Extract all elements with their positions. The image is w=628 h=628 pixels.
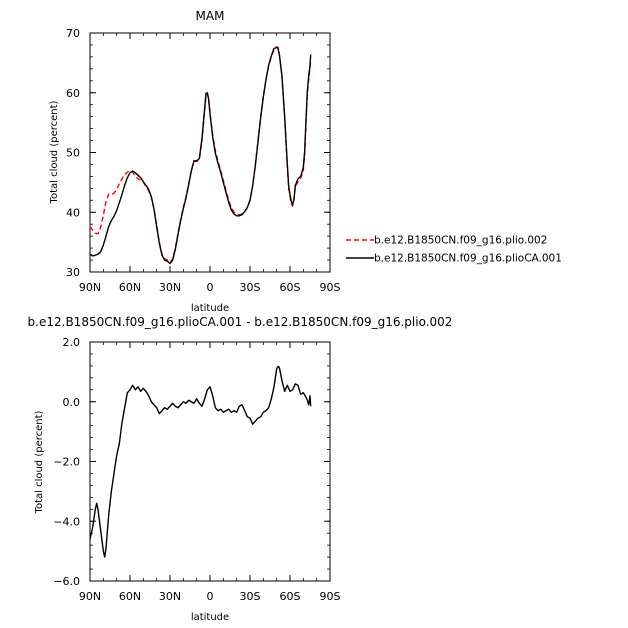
bottom-y-axis-label: Total cloud (percent) [34, 410, 45, 514]
x-tick-label-5: 60S [280, 281, 301, 294]
y-tick-label-3: 0.0 [63, 396, 81, 409]
y-tick-label-0: −6.0 [53, 575, 80, 588]
top-panel-title: MAM [196, 9, 225, 23]
x-tick-label-0: 90N [79, 590, 101, 603]
y-tick-label-1: −4.0 [53, 515, 80, 528]
bottom-y-ticks: −6.0 −4.0 −2.0 0.0 2.0 [53, 336, 330, 588]
top-legend: b.e12.B1850CN.f09_g16.plio.002 b.e12.B18… [346, 235, 562, 265]
y-tick-label-2: 50 [66, 147, 80, 160]
bottom-panel-title: b.e12.B1850CN.f09_g16.plioCA.001 - b.e12… [28, 315, 453, 329]
top-plot-frame [89, 32, 331, 273]
bottom-series [89, 365, 312, 558]
x-tick-label-1: 60N [119, 590, 141, 603]
top-y-ticks: 30 40 50 60 70 [66, 27, 330, 279]
x-tick-label-2: 30N [159, 590, 181, 603]
x-tick-label-1: 60N [119, 281, 141, 294]
bottom-panel: b.e12.B1850CN.f09_g16.plioCA.001 - b.e12… [28, 315, 453, 623]
x-tick-label-4: 30S [240, 590, 261, 603]
bottom-plot-frame [89, 341, 331, 582]
y-tick-label-3: 60 [66, 87, 80, 100]
series-line-plioCA-001 [89, 46, 312, 265]
x-tick-label-2: 30N [159, 281, 181, 294]
x-tick-label-6: 90S [320, 281, 341, 294]
x-tick-label-3: 0 [207, 590, 214, 603]
x-tick-label-5: 60S [280, 590, 301, 603]
x-tick-label-6: 90S [320, 590, 341, 603]
y-tick-label-4: 2.0 [63, 336, 81, 349]
x-tick-label-3: 0 [207, 281, 214, 294]
series-line-difference [89, 365, 312, 558]
y-tick-label-2: −2.0 [53, 456, 80, 469]
legend-label-plio: b.e12.B1850CN.f09_g16.plio.002 [374, 235, 547, 247]
top-y-axis-label: Total cloud (percent) [49, 100, 60, 204]
top-x-ticks: 90N 60N 30N 0 30S 60S 90S [79, 33, 341, 294]
y-tick-label-1: 40 [66, 206, 80, 219]
bottom-x-ticks: 90N 60N 30N 0 30S 60S 90S [79, 342, 341, 603]
top-panel: MAM 30 40 50 60 70 90N 60N 30N 0 30S 60S 90S latit… [49, 9, 562, 314]
legend-label-plioca: b.e12.B1850CN.f09_g16.plioCA.001 [374, 253, 562, 265]
top-series [89, 46, 312, 265]
x-tick-label-4: 30S [240, 281, 261, 294]
x-tick-label-0: 90N [79, 281, 101, 294]
y-tick-label-0: 30 [66, 266, 80, 279]
bottom-x-axis-label: latitude [191, 612, 229, 623]
top-x-axis-label: latitude [191, 303, 229, 314]
y-tick-label-4: 70 [66, 27, 80, 40]
